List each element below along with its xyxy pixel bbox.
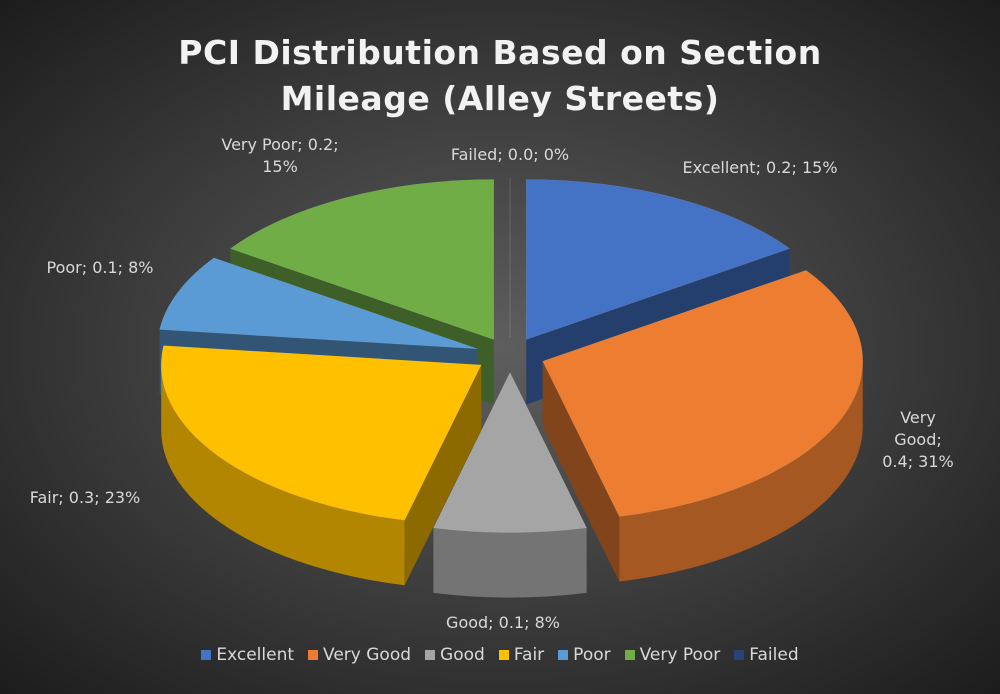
legend-swatch — [624, 650, 635, 660]
legend-swatch — [558, 650, 569, 660]
legend-swatch — [734, 650, 745, 660]
slice-top — [229, 179, 494, 340]
slice — [542, 270, 863, 582]
slice-top — [159, 257, 478, 350]
chart-title: PCI Distribution Based on Section Mileag… — [178, 33, 822, 118]
data-label: Very Good; 0.4; 31% — [882, 408, 954, 471]
slice-wall — [619, 361, 863, 582]
legend-item: Excellent — [201, 645, 294, 665]
legend-label: Failed — [749, 645, 799, 665]
data-label: Very Poor; 0.2; 15% — [221, 135, 339, 176]
data-label: Excellent; 0.2; 15% — [682, 158, 838, 177]
legend-label: Excellent — [216, 645, 295, 665]
data-label: Poor; 0.1; 8% — [46, 258, 154, 277]
slice-top — [526, 179, 791, 340]
slice — [160, 345, 482, 586]
legend-label: Fair — [513, 645, 545, 665]
data-label: Fair; 0.3; 23% — [29, 488, 141, 507]
legend-label: Very Poor — [639, 645, 721, 665]
legend-item: Failed — [734, 645, 799, 665]
slice-top — [433, 371, 587, 533]
legend-item: Very Poor — [624, 645, 721, 665]
legend-swatch — [201, 650, 212, 660]
slice-top — [160, 345, 482, 521]
legend-swatch — [425, 650, 436, 660]
legend-item: Poor — [558, 645, 611, 665]
data-label: Failed; 0.0; 0% — [450, 145, 570, 164]
legend-label: Good — [440, 645, 485, 665]
slice-wall — [161, 364, 405, 586]
legend-item: Very Good — [308, 645, 411, 665]
slice — [433, 371, 587, 598]
data-label: Good; 0.1; 8% — [446, 613, 560, 632]
legend-item: Good — [425, 645, 485, 665]
legend-item: Fair — [498, 645, 545, 665]
slice-top — [542, 270, 863, 517]
legend-swatch — [308, 650, 319, 660]
slice-side — [542, 361, 620, 582]
legend-label: Poor — [573, 645, 611, 665]
slice-wall — [433, 527, 587, 598]
legend-label: Very Good — [323, 645, 412, 665]
legend-swatch — [498, 650, 509, 660]
legend: Excellent Very Good Good Fair Poor Very Poor F… — [0, 645, 1000, 665]
